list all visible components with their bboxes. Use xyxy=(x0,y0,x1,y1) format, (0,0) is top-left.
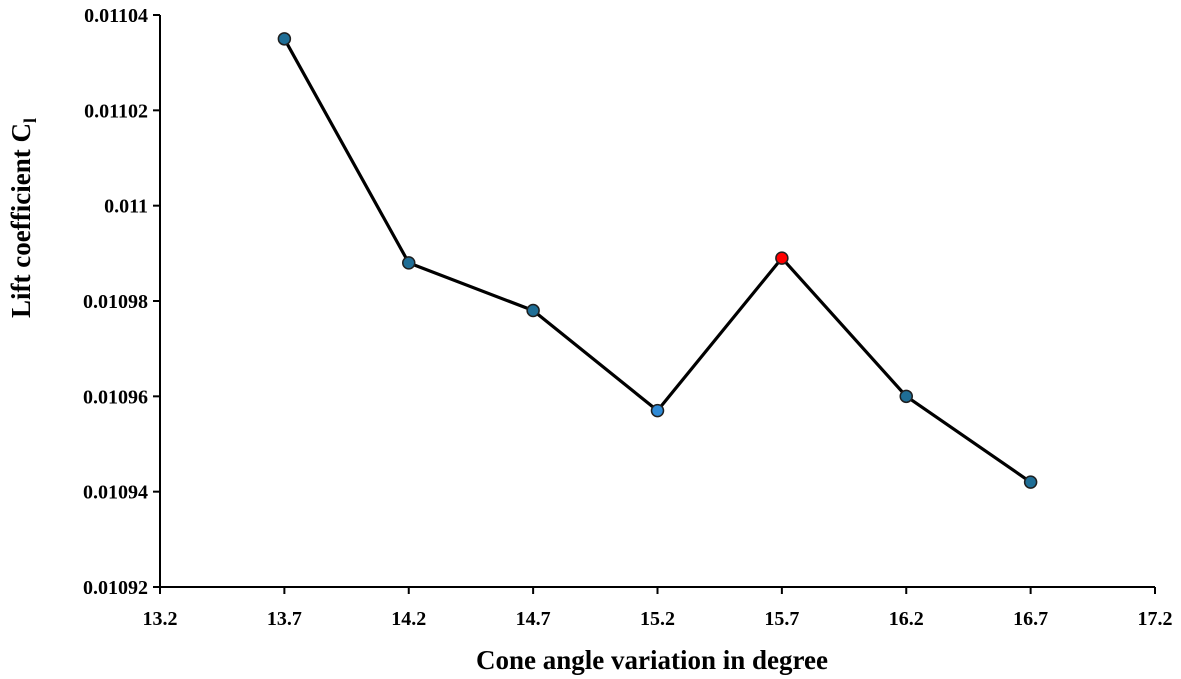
x-tick-label: 15.7 xyxy=(764,608,799,630)
data-series xyxy=(277,32,1038,489)
data-point xyxy=(526,303,540,318)
y-tick-label: 0.01104 xyxy=(84,5,148,27)
data-point xyxy=(277,32,292,46)
y-tick-label: 0.011 xyxy=(104,196,148,218)
y-tick-label: 0.01102 xyxy=(84,100,148,122)
x-axis: 13.2 13.7 14.2 14.7 15.2 15.7 16.2 16.7 17.2 xyxy=(143,586,1173,630)
x-tick-label: 13.7 xyxy=(267,608,302,630)
y-tick-label: 0.01094 xyxy=(83,482,148,504)
x-tick-label: 15.2 xyxy=(640,608,675,630)
x-tick-label: 14.7 xyxy=(516,608,551,630)
y-axis-title-subscript: l xyxy=(20,118,40,123)
y-tick-label: 0.01096 xyxy=(83,386,148,408)
data-point xyxy=(775,251,789,265)
data-point xyxy=(402,256,416,270)
y-axis-title-main: Lift coefficient C xyxy=(6,123,36,318)
y-tick-label: 0.01098 xyxy=(83,291,148,313)
y-tick-label: 0.01092 xyxy=(83,577,148,599)
x-tick-label: 13.2 xyxy=(143,608,178,630)
y-axis-title: Lift coefficient Cl xyxy=(6,118,40,318)
x-tick-label: 14.2 xyxy=(391,608,426,630)
x-axis-title: Cone angle variation in degree xyxy=(476,645,828,675)
x-tick-label: 16.2 xyxy=(889,608,924,630)
data-point xyxy=(899,389,913,404)
data-point xyxy=(1023,475,1038,489)
x-tick-label: 17.2 xyxy=(1138,608,1173,630)
data-point xyxy=(650,403,665,418)
y-axis: 0.01092 0.01094 0.01096 0.01098 0.011 0.01102… xyxy=(83,5,161,599)
x-tick-label: 16.7 xyxy=(1013,608,1048,630)
